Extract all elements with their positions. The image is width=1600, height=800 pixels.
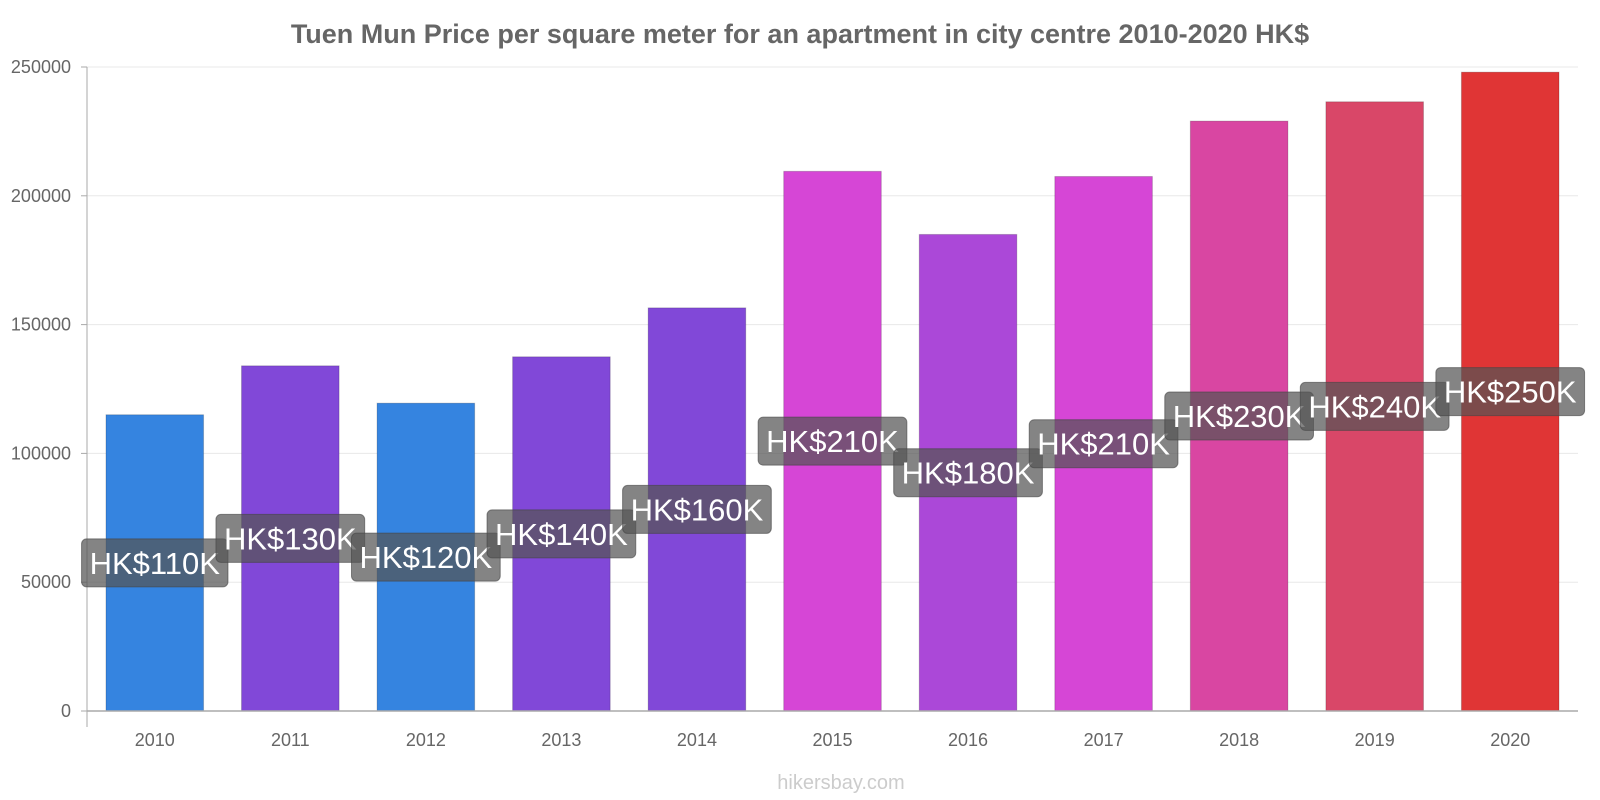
data-label-2013: HK$140K bbox=[486, 509, 637, 559]
data-label-background bbox=[1435, 367, 1586, 417]
data-label-background bbox=[893, 448, 1043, 498]
data-label-2018: HK$230K bbox=[1164, 391, 1314, 441]
x-tick-label: 2013 bbox=[541, 730, 581, 750]
data-label-text: HK$240K bbox=[1308, 389, 1441, 424]
data-label-text: HK$210K bbox=[766, 424, 899, 459]
y-tick-label: 150000 bbox=[11, 315, 71, 335]
data-label-background bbox=[622, 484, 772, 534]
y-tick-label: 50000 bbox=[21, 572, 71, 592]
data-label-2011: HK$130K bbox=[215, 513, 366, 563]
credit-text: hikersbay.com bbox=[777, 772, 904, 794]
x-tick-label: 2017 bbox=[1084, 730, 1124, 750]
data-label-2017: HK$210K bbox=[1028, 419, 1179, 469]
data-label-2015: HK$210K bbox=[757, 416, 908, 466]
y-tick-label: 200000 bbox=[11, 186, 71, 206]
x-tick-label: 2011 bbox=[271, 730, 310, 750]
x-axis: 2010 2011 2012 2013 2014 2015 2016 2017 2018 2019… bbox=[87, 710, 1578, 750]
x-tick-label: 2014 bbox=[677, 730, 717, 750]
data-label-text: HK$250K bbox=[1444, 375, 1577, 410]
y-tick-label: 250000 bbox=[11, 57, 71, 77]
data-label-text: HK$180K bbox=[902, 456, 1035, 491]
data-label-2019: HK$240K bbox=[1299, 381, 1450, 431]
x-tick-label: 2020 bbox=[1490, 730, 1530, 750]
y-tick-label: 100000 bbox=[11, 443, 71, 463]
data-label-2014: HK$160K bbox=[622, 484, 772, 534]
x-tick-label: 2012 bbox=[406, 730, 446, 750]
data-label-2020: HK$250K bbox=[1435, 367, 1586, 417]
x-tick-label: 2010 bbox=[135, 730, 175, 750]
x-tick-label: 2016 bbox=[948, 730, 988, 750]
y-axis: 0 50000 100000 150000 200000 250000 bbox=[11, 57, 88, 727]
data-label-text: HK$130K bbox=[224, 521, 357, 556]
data-label-background bbox=[1028, 419, 1179, 469]
data-label-text: HK$120K bbox=[360, 540, 493, 575]
data-label-background bbox=[757, 416, 908, 466]
data-label-text: HK$210K bbox=[1037, 427, 1170, 462]
x-tick-label: 2015 bbox=[812, 730, 852, 750]
data-labels: HK$110KHK$130KHK$120KHK$140KHK$160KHK$21… bbox=[81, 367, 1586, 588]
x-tick-label: 2019 bbox=[1355, 730, 1395, 750]
data-label-text: HK$160K bbox=[631, 492, 764, 527]
data-label-2016: HK$180K bbox=[893, 448, 1043, 498]
data-label-2012: HK$120K bbox=[351, 532, 501, 582]
chart-title: Tuen Mun Price per square meter for an a… bbox=[291, 19, 1309, 49]
data-label-text: HK$230K bbox=[1173, 399, 1306, 434]
data-label-2010: HK$110K bbox=[81, 538, 229, 588]
x-tick-label: 2018 bbox=[1219, 730, 1259, 750]
y-tick-label: 0 bbox=[61, 701, 71, 721]
data-label-text: HK$140K bbox=[495, 517, 628, 552]
data-label-text: HK$110K bbox=[90, 546, 221, 581]
